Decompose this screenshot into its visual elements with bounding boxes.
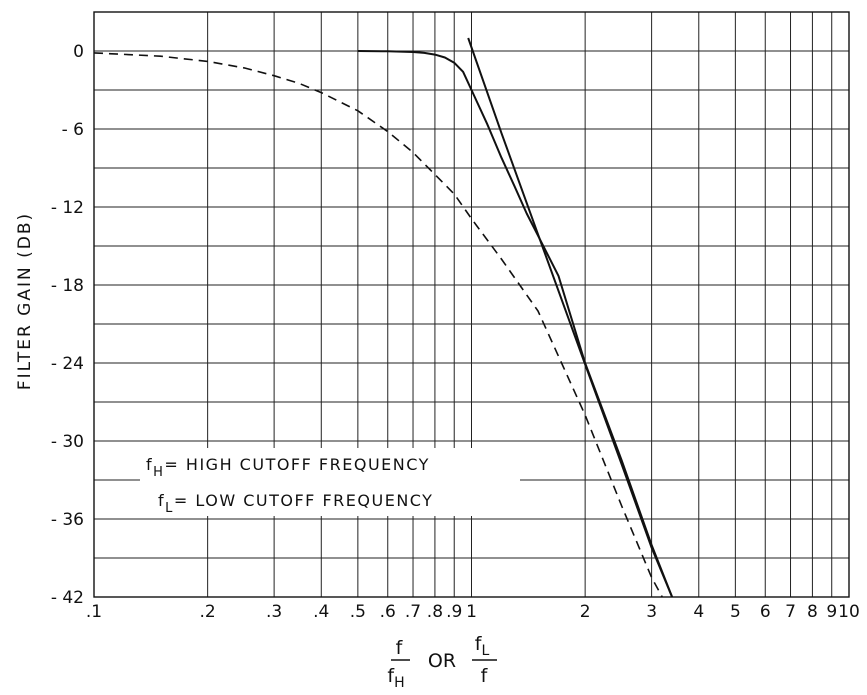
y-tick-label: - 42: [51, 588, 84, 608]
x-tick-label: 6: [760, 602, 771, 622]
data-series: [93, 37, 674, 598]
x-tick-label: 10: [838, 602, 860, 622]
x-tick-label: .7: [405, 602, 421, 622]
x-tick-label: 8: [807, 602, 818, 622]
y-tick-label: - 6: [62, 120, 84, 140]
x-label-num-2: fL: [475, 633, 490, 659]
x-tick-label: .3: [266, 602, 282, 622]
legend-entry-low: fL= LOW CUTOFF FREQUENCY: [158, 491, 433, 516]
x-tick-label: .6: [380, 602, 396, 622]
x-tick-label: 4: [693, 602, 704, 622]
x-tick-label: 5: [730, 602, 741, 622]
tick-labels: .1 .2 .3 .4 .5 .6 .7 .8.9 1 2 3 4 5 6 7 8 9 10 0 - 6 - 12 - 1…: [51, 42, 860, 622]
x-tick-label: 1: [466, 602, 477, 622]
y-tick-label: - 12: [51, 198, 84, 218]
x-tick-label: .1: [86, 602, 102, 622]
x-axis-label: f fH OR fL f: [387, 633, 497, 691]
y-tick-label: - 24: [51, 354, 84, 374]
x-tick-label: 7: [785, 602, 796, 622]
x-tick-label: .2: [200, 602, 216, 622]
x-label-den-1: fH: [387, 665, 404, 691]
legend: fH= HIGH CUTOFF FREQUENCY fL= LOW CUTOFF…: [140, 448, 520, 516]
x-tick-label: .5: [350, 602, 366, 622]
x-label-num-1: f: [396, 637, 404, 659]
x-tick-label: 9: [826, 602, 837, 622]
y-tick-label: 0: [73, 42, 84, 62]
y-tick-label: - 18: [51, 276, 84, 296]
x-tick-label: 3: [646, 602, 657, 622]
y-axis-label: FILTER GAIN (DB): [15, 212, 35, 390]
x-tick-label: .4: [313, 602, 329, 622]
legend-background: [140, 448, 520, 516]
x-tick-label: .8: [427, 602, 443, 622]
x-tick-label: .9: [446, 602, 462, 622]
y-tick-label: - 30: [51, 432, 84, 452]
y-tick-label: - 36: [51, 510, 84, 530]
x-tick-label: 2: [580, 602, 591, 622]
plot-frame: [93, 11, 850, 598]
solid-series-line-2: [467, 37, 674, 598]
grid: [93, 11, 850, 598]
legend-entry-high: fH= HIGH CUTOFF FREQUENCY: [146, 455, 430, 480]
x-label-den-2: f: [481, 665, 489, 687]
x-label-or: OR: [428, 650, 456, 672]
dashed-series-line: [93, 52, 663, 598]
